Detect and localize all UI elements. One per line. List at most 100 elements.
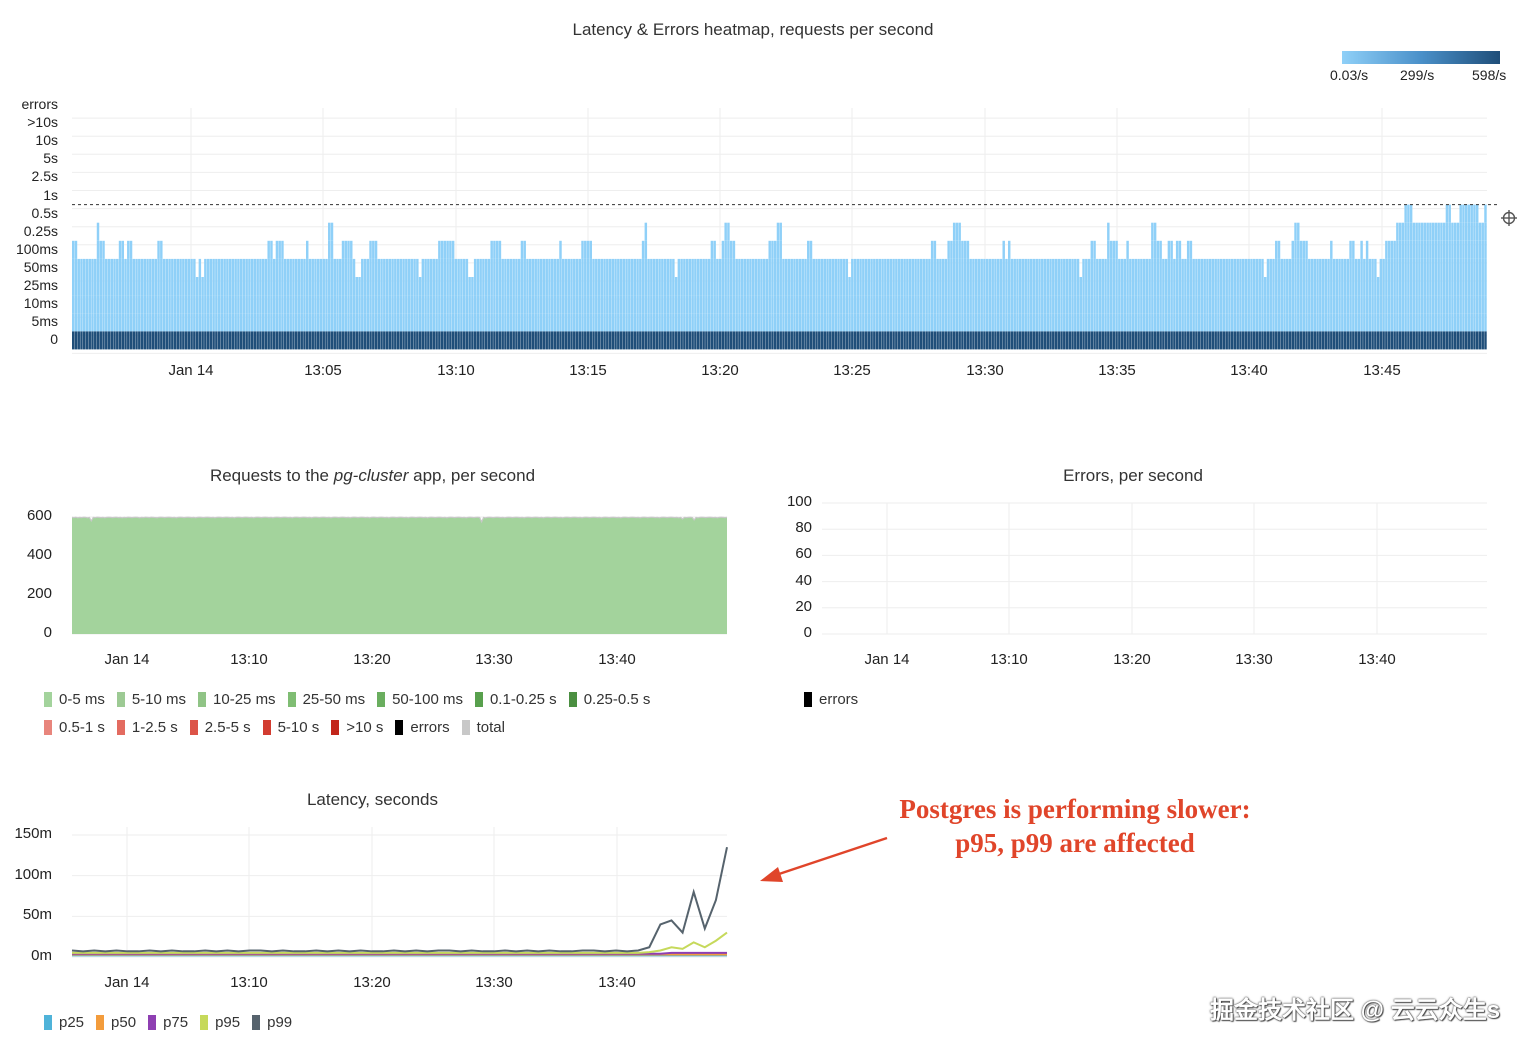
heatmap-cell [1079,277,1083,296]
heatmap-cell [421,277,425,296]
heatmap-cell [589,240,593,259]
heatmap-cell-dense [1442,331,1446,350]
requests-legend-item[interactable]: 10-25 ms [198,689,276,709]
heatmap-cell [1016,313,1019,332]
requests-legend-item[interactable]: 25-50 ms [287,689,365,709]
heatmap-cell [553,258,557,277]
requests-legend-item[interactable]: 2.5-5 s [189,717,251,737]
requests-legend-item[interactable]: 0-5 ms [44,689,105,709]
heatmap-cell [1137,277,1140,296]
heatmap-cell [495,277,499,296]
requests-legend-item[interactable]: 50-100 ms [377,689,463,709]
heatmap-cell [853,277,857,296]
legend-swatch [568,691,577,707]
heatmap-cell [955,277,959,296]
heatmap-cell [317,313,320,332]
heatmap-cell-dense [1277,331,1281,350]
heatmap-cell [1005,295,1008,314]
latency-legend-item[interactable]: p25 [44,1012,84,1032]
heatmap-cell [1258,258,1261,277]
heatmap-cell [1462,204,1465,223]
errors-legend-item[interactable]: errors [804,689,858,709]
heatmap-cell [862,295,865,314]
heatmap-cell [157,258,160,277]
heatmap-cell [1338,277,1341,296]
heatmap-cell [1118,313,1121,332]
heatmap-cell [988,313,992,332]
heatmap-cell [647,258,650,277]
heatmap-cell [1250,313,1253,332]
requests-title-pre: Requests to the [209,466,334,485]
requests-legend-item[interactable]: 0.5-1 s [44,717,105,737]
heatmap-cell [1478,313,1482,332]
heatmap-cell [1203,258,1206,277]
heatmap-cell [297,258,301,277]
latency-legend-item[interactable]: p50 [96,1012,136,1032]
heatmap-cell-dense [226,331,229,350]
requests-legend-item[interactable]: 0.1-0.25 s [474,689,557,709]
requests-legend-item[interactable]: 0.25-0.5 s [568,689,650,709]
heatmap-cell-dense [1269,331,1272,350]
heatmap-cell-dense [705,331,708,350]
heatmap-cell [765,295,769,314]
heatmap-cell [1170,240,1173,259]
crosshair-icon[interactable] [1501,210,1517,226]
heatmap-cell-dense [1137,331,1140,350]
heatmap-cell [1420,240,1424,259]
heatmap-cell [121,277,125,296]
heatmap-cell [1423,240,1427,259]
heatmap-cell [454,258,458,277]
heatmap-cell [1079,295,1083,314]
heatmap-cell-dense [1170,331,1173,350]
heatmap-cell-dense [1151,331,1154,350]
heatmap-cell-dense [1305,331,1308,350]
heatmap-cell [619,313,623,332]
heatmap-cell [135,313,138,332]
latency-legend-item[interactable]: p95 [200,1012,240,1032]
heatmap-cell [261,258,265,277]
requests-legend-item[interactable]: 5-10 ms [116,689,186,709]
heatmap-cell-dense [80,331,83,350]
heatmap-cell-dense [212,331,215,350]
heatmap-cell-dense [1189,331,1193,350]
latency-legend-item[interactable]: p99 [252,1012,292,1032]
heatmap-cell [396,258,400,277]
heatmap-cell [72,240,75,259]
heatmap-cell [787,277,791,296]
heatmap-cell [405,258,408,277]
heatmap-cell-dense [829,331,832,350]
heatmap-cell [1192,313,1195,332]
heatmap-y-tick: >10s [27,114,58,131]
heatmap-cell [1423,295,1427,314]
heatmap-cell [303,258,306,277]
requests-legend-item[interactable]: 5-10 s [262,717,319,737]
latency-legend-item[interactable]: p75 [148,1012,188,1032]
requests-legend-item[interactable]: total [461,717,505,737]
heatmap-cell-dense [941,331,945,350]
heatmap-cell-dense [1387,331,1391,350]
heatmap-cell [1087,258,1091,277]
heatmap-cell [790,258,793,277]
requests-legend-item[interactable]: 1-2.5 s [116,717,178,737]
heatmap-cell [83,313,86,332]
heatmap-cell-dense [160,331,163,350]
heatmap-cell [484,258,488,277]
heatmap-cell [603,258,606,277]
requests-legend-item[interactable]: errors [395,717,450,737]
heatmap-cell [1109,258,1113,277]
requests-legend-item[interactable]: >10 s [331,717,383,737]
heatmap-cell-dense [658,331,661,350]
heatmap-cell [528,277,532,296]
heatmap-cell [798,295,802,314]
requests-area-0-5ms [72,517,727,634]
heatmap-cell [88,313,91,332]
heatmap-cell-dense [1404,331,1407,350]
heatmap-cell [314,258,317,277]
heatmap-cell [1189,295,1193,314]
heatmap-cell [974,277,978,296]
heatmap-cell [1459,313,1462,332]
heatmap-cell [281,240,284,259]
heatmap-cell [1462,313,1465,332]
heatmap-cell [1074,295,1077,314]
heatmap-cell [573,277,576,296]
